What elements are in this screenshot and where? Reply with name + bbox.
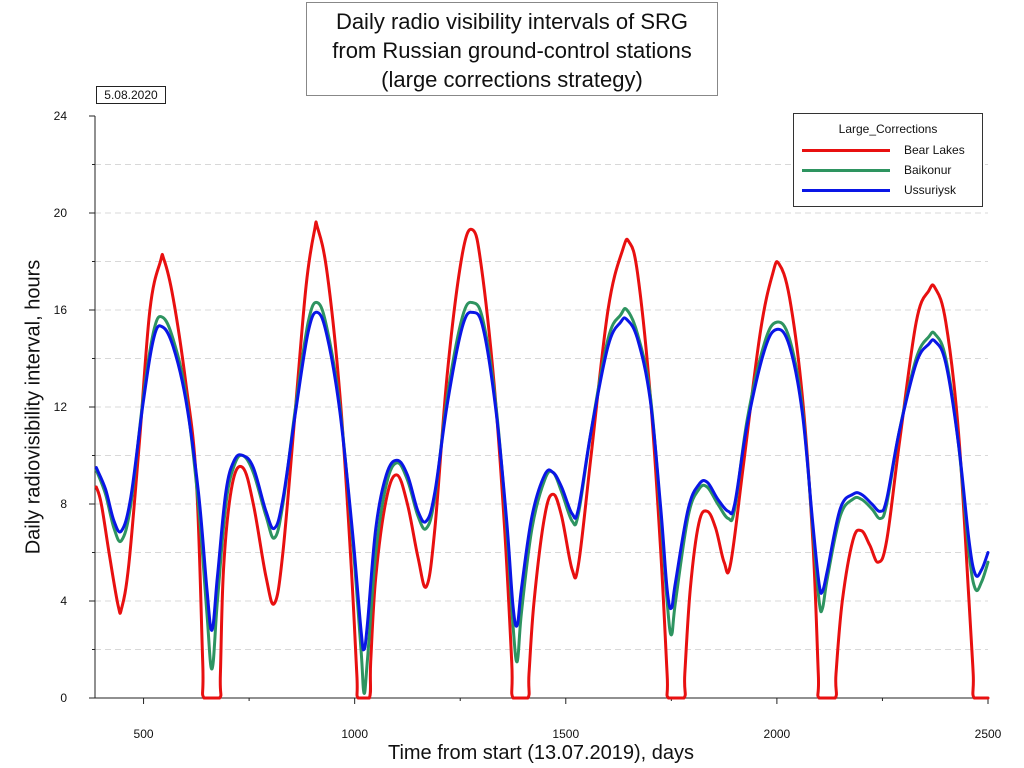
legend-label-bear-lakes: Bear Lakes <box>904 143 965 157</box>
chart-title: Daily radio visibility intervals of SRG … <box>306 2 718 96</box>
legend-title: Large_Corrections <box>838 122 938 136</box>
y-tick-label: 16 <box>54 303 68 317</box>
x-axis-label: Time from start (13.07.2019), days <box>387 742 695 764</box>
y-tick-label: 0 <box>60 691 67 705</box>
x-tick-label: 1500 <box>552 727 579 741</box>
x-tick-label: 2000 <box>764 727 791 741</box>
legend-swatch-baikonur <box>802 168 890 172</box>
x-tick-label: 1000 <box>341 727 368 741</box>
chart-title-line-1: Daily radio visibility intervals of SRG <box>335 9 689 34</box>
y-tick-label: 12 <box>54 400 68 414</box>
y-tick-label: 8 <box>60 497 67 511</box>
y-axis-label: Daily radiovisibility interval, hours <box>22 259 45 555</box>
chart-title-line-3: (large corrections strategy) <box>381 67 643 92</box>
gridlines <box>95 164 988 650</box>
series-line-ussuriysk <box>94 310 990 652</box>
y-tick-label: 4 <box>60 594 67 608</box>
series-lines <box>94 220 990 700</box>
legend-item-baikonur: Baikonur <box>794 160 982 180</box>
series-line-bear-lakes <box>94 220 990 700</box>
legend-label-ussuriysk: Ussuriysk <box>904 183 957 197</box>
legend-item-bear-lakes: Bear Lakes <box>794 140 982 160</box>
x-tick-label: 500 <box>134 727 154 741</box>
chart-title-line-2: from Russian ground-control stations <box>332 38 692 63</box>
axes: 0 4 8 12 16 20 24 500 1000 1500 2000 2500 <box>54 109 1002 741</box>
y-tick-label: 20 <box>54 206 68 220</box>
y-tick-label: 24 <box>54 109 68 123</box>
legend: Large_Corrections Bear Lakes Baikonur Us… <box>793 113 983 207</box>
legend-swatch-bear-lakes <box>802 148 890 152</box>
x-tick-label: 2500 <box>975 727 1002 741</box>
legend-label-baikonur: Baikonur <box>904 163 952 177</box>
date-label: 5.08.2020 <box>96 86 166 104</box>
legend-item-ussuriysk: Ussuriysk <box>794 180 982 200</box>
legend-swatch-ussuriysk <box>802 188 890 192</box>
